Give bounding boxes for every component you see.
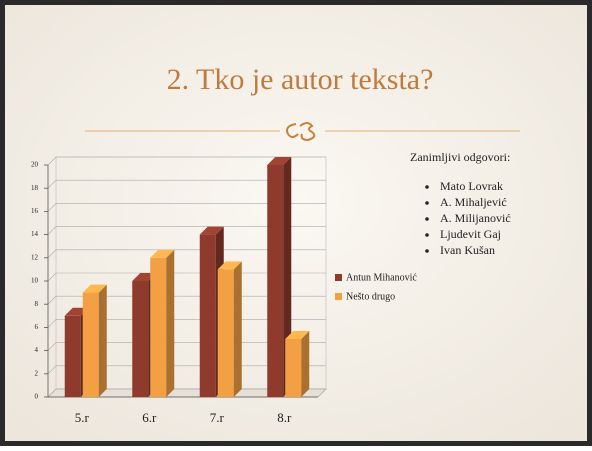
bar-side bbox=[233, 261, 242, 397]
bar-top bbox=[285, 331, 310, 339]
bullet bbox=[425, 201, 429, 205]
note-item: Mato Lovrak bbox=[440, 179, 503, 193]
bar-top bbox=[217, 261, 242, 270]
notes-heading: Zanimljivi odgovori: bbox=[410, 150, 510, 164]
bar-front bbox=[82, 292, 99, 397]
y-tick-label: 4 bbox=[35, 346, 39, 354]
bar-front bbox=[64, 315, 81, 397]
bar-front bbox=[217, 269, 234, 397]
x-tick-label: 7.r bbox=[210, 410, 225, 425]
grid-line bbox=[47, 203, 326, 212]
grid-line bbox=[47, 249, 326, 259]
bullet bbox=[425, 217, 429, 221]
grid-line bbox=[47, 156, 326, 166]
bar-top bbox=[267, 157, 292, 165]
y-tick-label: 12 bbox=[31, 253, 39, 261]
y-tick-label: 6 bbox=[35, 323, 39, 331]
bar-top bbox=[82, 284, 107, 293]
y-tick-label: 14 bbox=[31, 230, 39, 238]
x-tick-label: 8.r bbox=[277, 410, 292, 425]
bar-top bbox=[199, 226, 224, 235]
x-tick-label: 5.r bbox=[75, 410, 90, 425]
slide-title: 2. Tko je autor teksta? bbox=[167, 63, 434, 96]
note-item: Ljudevit Gaj bbox=[440, 227, 501, 241]
y-tick-label: 8 bbox=[35, 300, 39, 308]
bar-front bbox=[132, 281, 149, 397]
note-item: A. Milijanović bbox=[440, 211, 511, 225]
bar-top bbox=[150, 249, 175, 258]
bar-front bbox=[267, 165, 284, 397]
y-tick-label: 20 bbox=[31, 161, 39, 169]
grid-line bbox=[47, 226, 326, 235]
bullet bbox=[425, 185, 429, 189]
bar-side bbox=[98, 284, 107, 397]
y-tick-label: 0 bbox=[35, 393, 39, 401]
bar-side bbox=[301, 331, 310, 397]
note-item: Ivan Kušan bbox=[440, 243, 495, 257]
y-tick-label: 10 bbox=[31, 277, 39, 285]
legend-label: Nešto drugo bbox=[346, 291, 395, 302]
bar-front bbox=[199, 234, 216, 397]
note-item: A. Mihaljević bbox=[440, 195, 507, 209]
legend-swatch bbox=[335, 293, 342, 300]
y-tick-label: 16 bbox=[31, 207, 39, 215]
legend-label: Antun Mihanović bbox=[346, 272, 417, 283]
y-tick-label: 2 bbox=[35, 369, 39, 377]
legend-swatch bbox=[335, 274, 342, 281]
bullet bbox=[425, 249, 429, 253]
bar bbox=[267, 157, 292, 397]
grid-line bbox=[47, 179, 326, 189]
bar bbox=[285, 331, 310, 397]
ornament bbox=[85, 122, 520, 142]
bar bbox=[150, 249, 175, 397]
bullet bbox=[425, 233, 429, 237]
bar bbox=[217, 261, 242, 397]
bar bbox=[82, 284, 107, 397]
bar-side bbox=[166, 249, 175, 397]
x-tick-label: 6.r bbox=[142, 410, 157, 425]
y-tick-label: 18 bbox=[31, 184, 39, 192]
bar-front bbox=[150, 257, 167, 397]
bar-front bbox=[285, 339, 302, 397]
